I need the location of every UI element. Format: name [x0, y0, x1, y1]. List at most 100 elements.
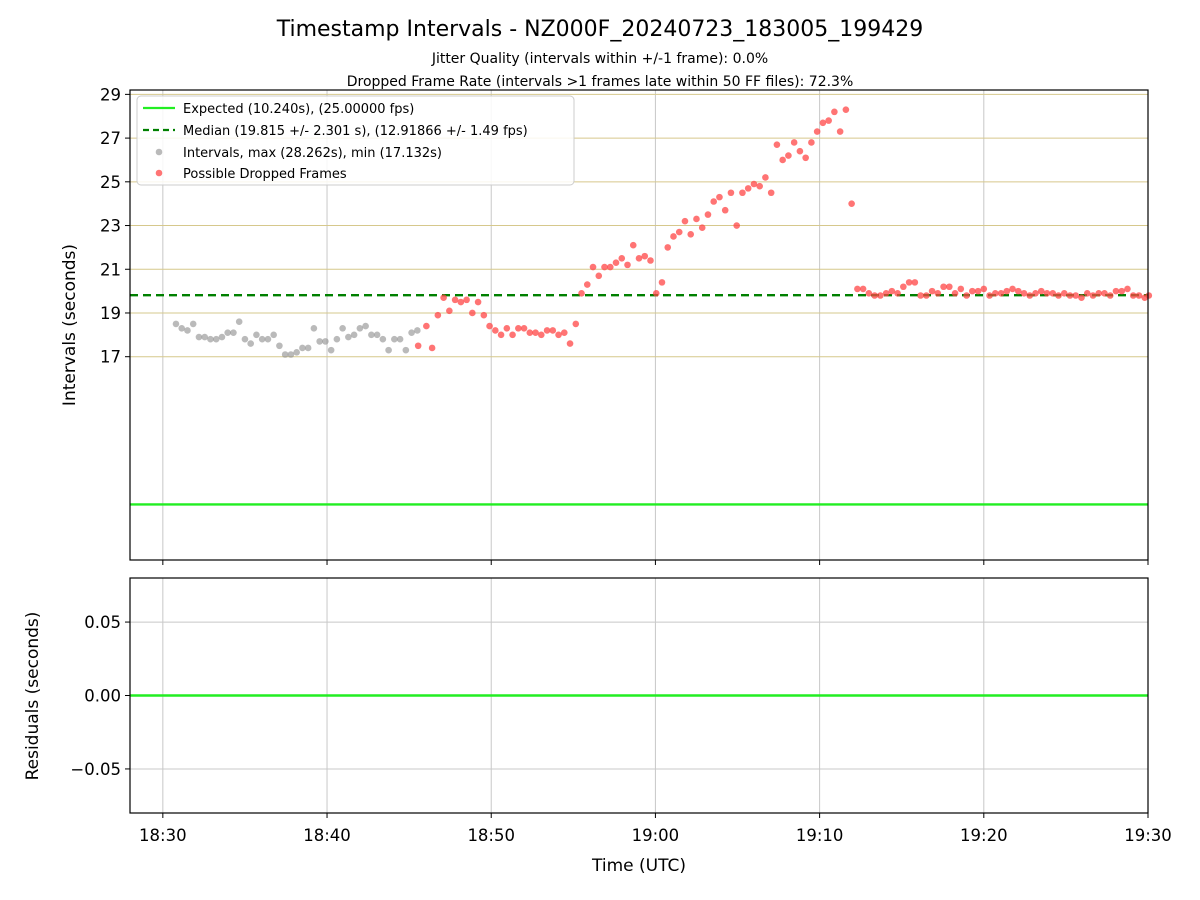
intervals-point-3	[189, 320, 197, 328]
possible-dropped-frames-point-11	[480, 311, 488, 319]
x-tick-label-1: 18:40	[303, 826, 351, 845]
intervals-point-36	[379, 335, 387, 343]
intervals-point-7	[212, 335, 220, 343]
residuals-y-axis-label: Residuals (seconds)	[23, 612, 43, 781]
possible-dropped-frames-point-14	[497, 331, 505, 339]
possible-dropped-frames-point-80	[877, 292, 884, 299]
possible-dropped-frames-point-76	[854, 285, 861, 293]
legend-median-label: Median (19.815 +/- 2.301 s), (12.91866 +…	[183, 124, 528, 139]
intervals-point-4	[195, 333, 203, 341]
possible-dropped-frames-point-1	[423, 322, 430, 330]
legend-dropped-label: Possible Dropped Frames	[183, 167, 347, 182]
intervals-point-39	[396, 335, 404, 343]
x-tick-label-2: 18:50	[467, 826, 515, 845]
possible-dropped-frames-point-108	[1037, 287, 1045, 295]
possible-dropped-frames-point-56	[739, 189, 746, 197]
possible-dropped-frames-point-63	[779, 156, 786, 164]
possible-dropped-frames-point-62	[773, 141, 781, 148]
possible-dropped-frames-point-87	[917, 292, 924, 299]
possible-dropped-frames-point-88	[923, 292, 930, 299]
possible-dropped-frames-point-31	[595, 272, 603, 280]
possible-dropped-frames-point-32	[601, 263, 608, 271]
legend-dropped-marker	[155, 169, 163, 177]
intervals-point-38	[391, 335, 398, 343]
intervals-point-30	[345, 333, 352, 341]
residuals-panel: 0.050.00−0.05 18:30 18:40 18:50 19:00 19:10 1…	[23, 577, 1172, 845]
possible-dropped-frames-point-92	[946, 283, 953, 291]
possible-dropped-frames-point-118	[1095, 290, 1103, 297]
possible-dropped-frames-point-3	[434, 311, 442, 319]
possible-dropped-frames-point-7	[457, 298, 465, 306]
possible-dropped-frames-point-23	[549, 327, 557, 334]
possible-dropped-frames-point-22	[543, 327, 551, 334]
possible-dropped-frames-point-38	[635, 255, 643, 262]
intervals-point-21	[293, 349, 300, 356]
intervals-point-18	[276, 342, 283, 350]
possible-dropped-frames-point-119	[1101, 290, 1108, 297]
possible-dropped-frames-point-94	[957, 285, 965, 293]
intervals-point-17	[270, 331, 277, 339]
possible-dropped-frames-point-84	[900, 283, 907, 291]
intervals-point-10	[230, 329, 237, 336]
possible-dropped-frames-point-42	[658, 279, 666, 286]
possible-dropped-frames-point-69	[813, 128, 821, 135]
intervals-point-32	[356, 324, 364, 332]
intervals-ytick-label-1: 19	[100, 304, 121, 323]
intervals-point-20	[287, 351, 295, 358]
possible-dropped-frames-point-48	[693, 215, 700, 223]
intervals-point-33	[362, 322, 369, 330]
possible-dropped-frames-point-61	[767, 189, 775, 197]
possible-dropped-frames-point-121	[1112, 287, 1120, 295]
intervals-y-axis-label: Intervals (seconds)	[60, 244, 80, 406]
residuals-ytick-label-2: −0.05	[70, 760, 121, 779]
possible-dropped-frames-point-41	[652, 290, 660, 297]
intervals-point-28	[333, 335, 341, 343]
legend-intervals-label: Intervals, max (28.262s), min (17.132s)	[183, 146, 442, 161]
possible-dropped-frames-point-93	[951, 290, 959, 297]
possible-dropped-frames-point-20	[532, 329, 539, 336]
intervals-point-14	[253, 331, 260, 339]
possible-dropped-frames-point-74	[842, 106, 850, 113]
intervals-axes-frame	[129, 89, 1149, 561]
possible-dropped-frames-point-39	[641, 252, 649, 260]
intervals-point-0	[172, 320, 180, 328]
intervals-point-41	[408, 329, 415, 336]
possible-dropped-frames-point-75	[848, 200, 855, 207]
possible-dropped-frames-point-21	[538, 331, 545, 339]
possible-dropped-frames-point-34	[612, 259, 620, 266]
intervals-point-19	[281, 351, 289, 358]
possible-dropped-frames-point-103	[1009, 285, 1016, 293]
possible-dropped-frames-point-97	[974, 287, 982, 295]
possible-dropped-frames-point-10	[474, 298, 482, 306]
possible-dropped-frames-point-35	[618, 255, 626, 262]
intervals-point-2	[184, 327, 191, 334]
possible-dropped-frames-point-65	[790, 139, 798, 146]
possible-dropped-frames-point-86	[911, 279, 919, 286]
possible-dropped-frames-point-53	[721, 206, 729, 214]
possible-dropped-frames-point-71	[825, 117, 832, 124]
possible-dropped-frames-point-105	[1020, 290, 1028, 297]
intervals-point-1	[178, 324, 186, 332]
possible-dropped-frames-point-50	[704, 211, 712, 218]
possible-dropped-frames-point-25	[560, 329, 568, 336]
intervals-legend: Expected (10.240s), (25.00000 fps) Media…	[136, 95, 575, 186]
possible-dropped-frames-point-28	[578, 290, 585, 297]
chart-title: Timestamp Intervals - NZ000F_20240723_18…	[276, 17, 924, 42]
possible-dropped-frames-point-49	[698, 224, 706, 232]
intervals-point-8	[218, 333, 226, 341]
intervals-point-6	[207, 335, 214, 343]
possible-dropped-frames-point-59	[756, 182, 763, 190]
possible-dropped-frames-point-96	[969, 287, 976, 295]
possible-dropped-frames-point-113	[1066, 292, 1074, 299]
chart-subtitle-dropped-rate: Dropped Frame Rate (intervals >1 frames …	[347, 74, 854, 90]
possible-dropped-frames-point-116	[1083, 290, 1091, 297]
possible-dropped-frames-point-107	[1032, 290, 1039, 297]
possible-dropped-frames-point-45	[675, 228, 683, 236]
possible-dropped-frames-point-73	[836, 128, 844, 135]
possible-dropped-frames-point-111	[1055, 292, 1062, 299]
possible-dropped-frames-point-37	[629, 241, 637, 249]
possible-dropped-frames-point-90	[934, 290, 942, 297]
possible-dropped-frames-point-55	[733, 222, 740, 229]
possible-dropped-frames-point-13	[492, 327, 499, 334]
